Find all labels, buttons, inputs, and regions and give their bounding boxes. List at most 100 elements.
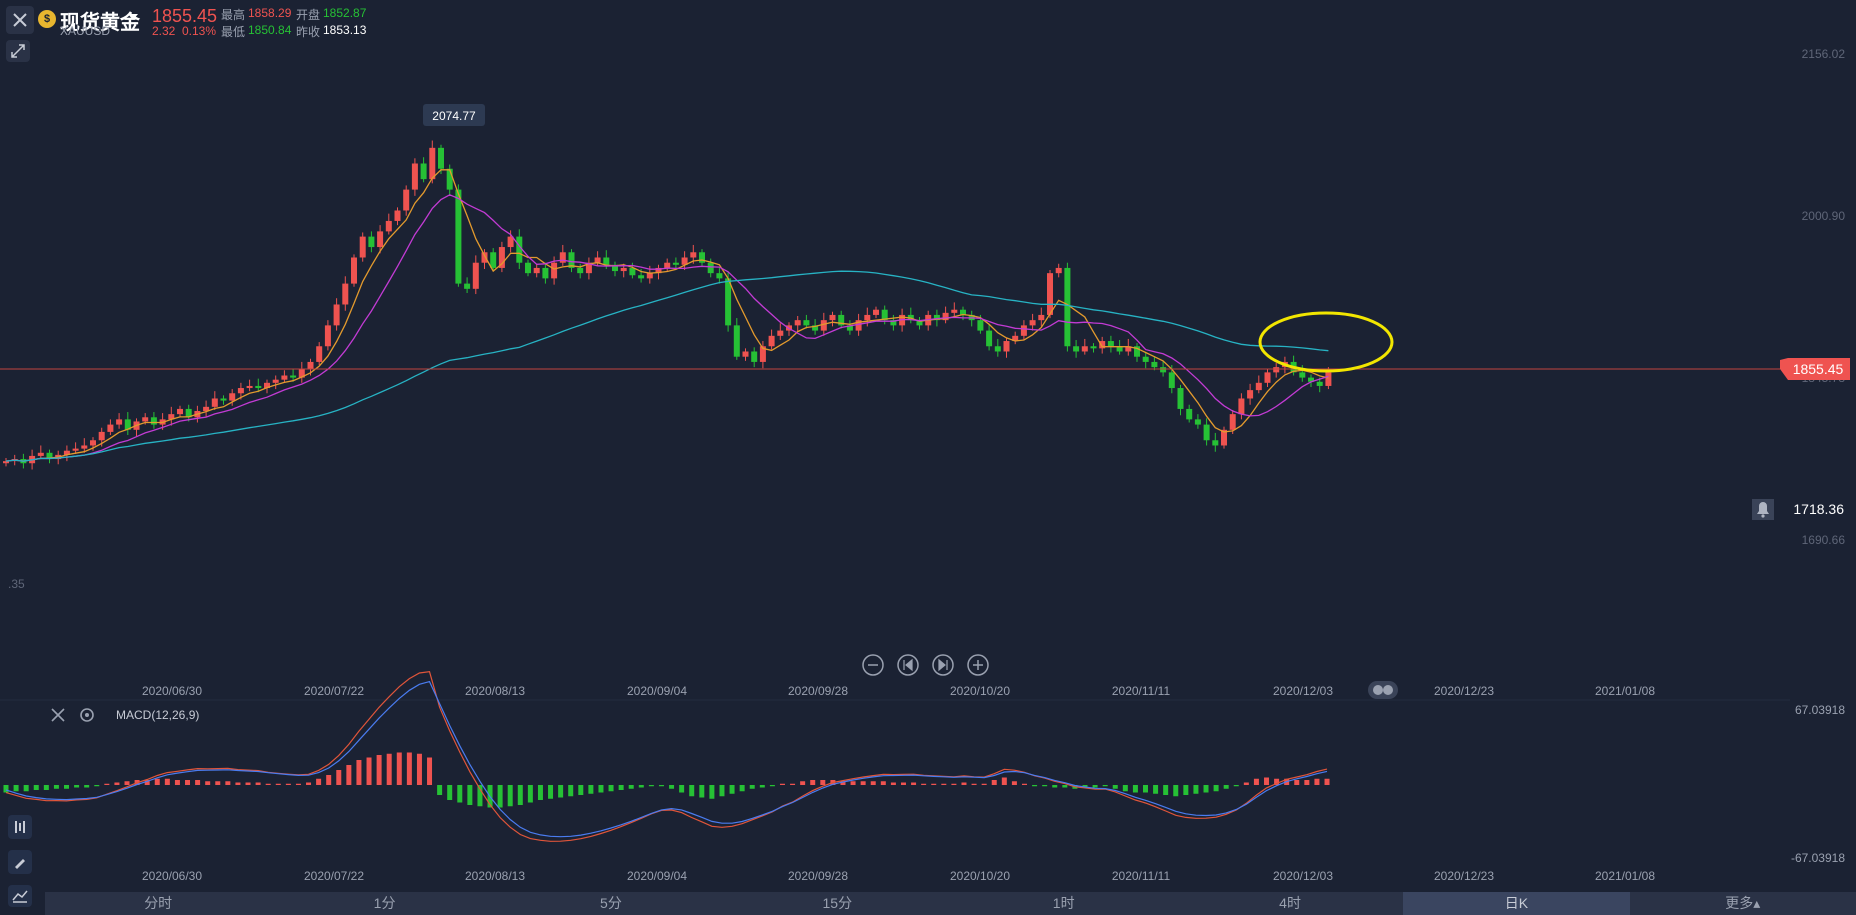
macd-bar: [225, 781, 231, 785]
macd-bar: [346, 765, 352, 785]
candle: [1038, 314, 1045, 321]
candle: [1255, 382, 1262, 391]
macd-bar: [699, 785, 705, 798]
header: $ 现货黄金 XAUUSD 1855.45 2.32 0.13% 最高 1858…: [0, 0, 1856, 62]
candle: [1055, 267, 1062, 274]
more-timeframes-button[interactable]: 更多▴: [1725, 895, 1761, 911]
candle: [1064, 267, 1071, 347]
timeframe-tab[interactable]: 4时: [1279, 895, 1301, 911]
moving-average-lines: [5, 169, 1329, 462]
date-tick: 2020/12/23: [1434, 869, 1494, 883]
macd-bar: [366, 757, 372, 785]
macd-bar: [154, 778, 160, 785]
candle: [1221, 429, 1227, 446]
high-value: 1858.29: [248, 6, 292, 20]
macd-bar: [638, 785, 644, 788]
candle: [603, 257, 610, 265]
bell-icon[interactable]: [1752, 499, 1774, 520]
candle: [829, 314, 836, 321]
macd-bar: [437, 785, 443, 795]
macd-close-button[interactable]: [51, 708, 65, 722]
macd-bar: [800, 781, 806, 785]
timeframe-tab[interactable]: 1分: [373, 895, 396, 911]
close-icon: [13, 13, 27, 27]
candle: [455, 189, 462, 284]
date-tick: 2021/01/08: [1595, 869, 1655, 883]
macd-settings-button[interactable]: [80, 708, 94, 722]
candle: [1160, 367, 1167, 373]
go-start-button[interactable]: [897, 654, 919, 676]
macd-bar: [316, 778, 322, 785]
macd-bar: [719, 785, 725, 797]
candle: [142, 417, 149, 422]
candle: [507, 236, 514, 248]
candles-icon: [15, 821, 25, 833]
macd-bar: [1183, 785, 1189, 795]
indicator-tool-button[interactable]: [8, 815, 32, 839]
macd-bar: [1102, 785, 1108, 787]
candle: [1073, 346, 1080, 352]
close-button[interactable]: [6, 6, 34, 34]
candle: [429, 147, 436, 180]
macd-bar: [275, 783, 281, 785]
candle: [655, 267, 662, 274]
ma-line: [5, 169, 1329, 462]
line-tool-button[interactable]: [8, 885, 32, 907]
zoom-in-button[interactable]: [967, 654, 989, 676]
candle: [220, 398, 227, 401]
candle: [533, 267, 540, 274]
date-tick: 2020/06/30: [142, 684, 202, 698]
candle: [664, 262, 671, 268]
macd-bar: [174, 780, 180, 785]
macd-bar: [285, 783, 291, 785]
page-title: 现货黄金: [60, 12, 140, 34]
timeframe-tab[interactable]: 分时: [144, 895, 173, 911]
zoom-out-button[interactable]: [862, 654, 884, 676]
macd-bar: [900, 782, 906, 785]
candle: [620, 267, 627, 272]
macd-bar: [1233, 785, 1239, 787]
candle: [490, 252, 497, 268]
candle: [498, 247, 505, 268]
candle: [411, 163, 418, 190]
candle: [699, 252, 705, 263]
timeframe-tab[interactable]: 15分: [822, 895, 853, 911]
macd-bar: [185, 780, 191, 785]
macd-bar: [769, 785, 775, 787]
go-end-button[interactable]: [932, 654, 954, 676]
timeframe-tab[interactable]: 5分: [600, 895, 622, 911]
macd-bar: [1082, 785, 1088, 788]
macd-bar: [759, 785, 765, 788]
date-tick: 2020/09/04: [627, 684, 687, 698]
date-axis-top: 2020/06/30 2020/07/22 2020/08/13 2020/09…: [142, 684, 1655, 698]
candle: [690, 252, 697, 258]
candle: [733, 325, 740, 357]
candle: [638, 275, 645, 279]
macd-bar: [1011, 781, 1017, 785]
candle: [168, 414, 175, 420]
candle: [63, 450, 70, 455]
highlight-circle: [1258, 311, 1394, 373]
date-tick: 2020/09/28: [788, 869, 848, 883]
fullscreen-button[interactable]: [6, 40, 30, 62]
candle: [281, 375, 288, 380]
macd-bar: [1294, 780, 1300, 785]
alert-price-box[interactable]: [1752, 498, 1854, 520]
macd-bar: [386, 753, 392, 785]
macd-bar: [1264, 777, 1270, 785]
chart-toggle-button[interactable]: [1368, 681, 1398, 699]
pencil-icon: [15, 859, 25, 869]
macd-bar: [376, 755, 382, 785]
timeframe-tab-active[interactable]: 日K: [1403, 892, 1630, 915]
timeframe-tab[interactable]: 1时: [1052, 895, 1075, 911]
price-change: 2.32: [152, 24, 176, 38]
draw-tool-button[interactable]: [8, 850, 32, 874]
macd-bar: [427, 757, 433, 785]
candle: [472, 262, 479, 289]
macd-bar: [598, 785, 604, 793]
macd-bar: [215, 781, 221, 785]
caret-down-icon[interactable]: [128, 13, 138, 21]
price-change-pct: 0.13%: [182, 24, 217, 38]
candle: [1308, 377, 1314, 382]
